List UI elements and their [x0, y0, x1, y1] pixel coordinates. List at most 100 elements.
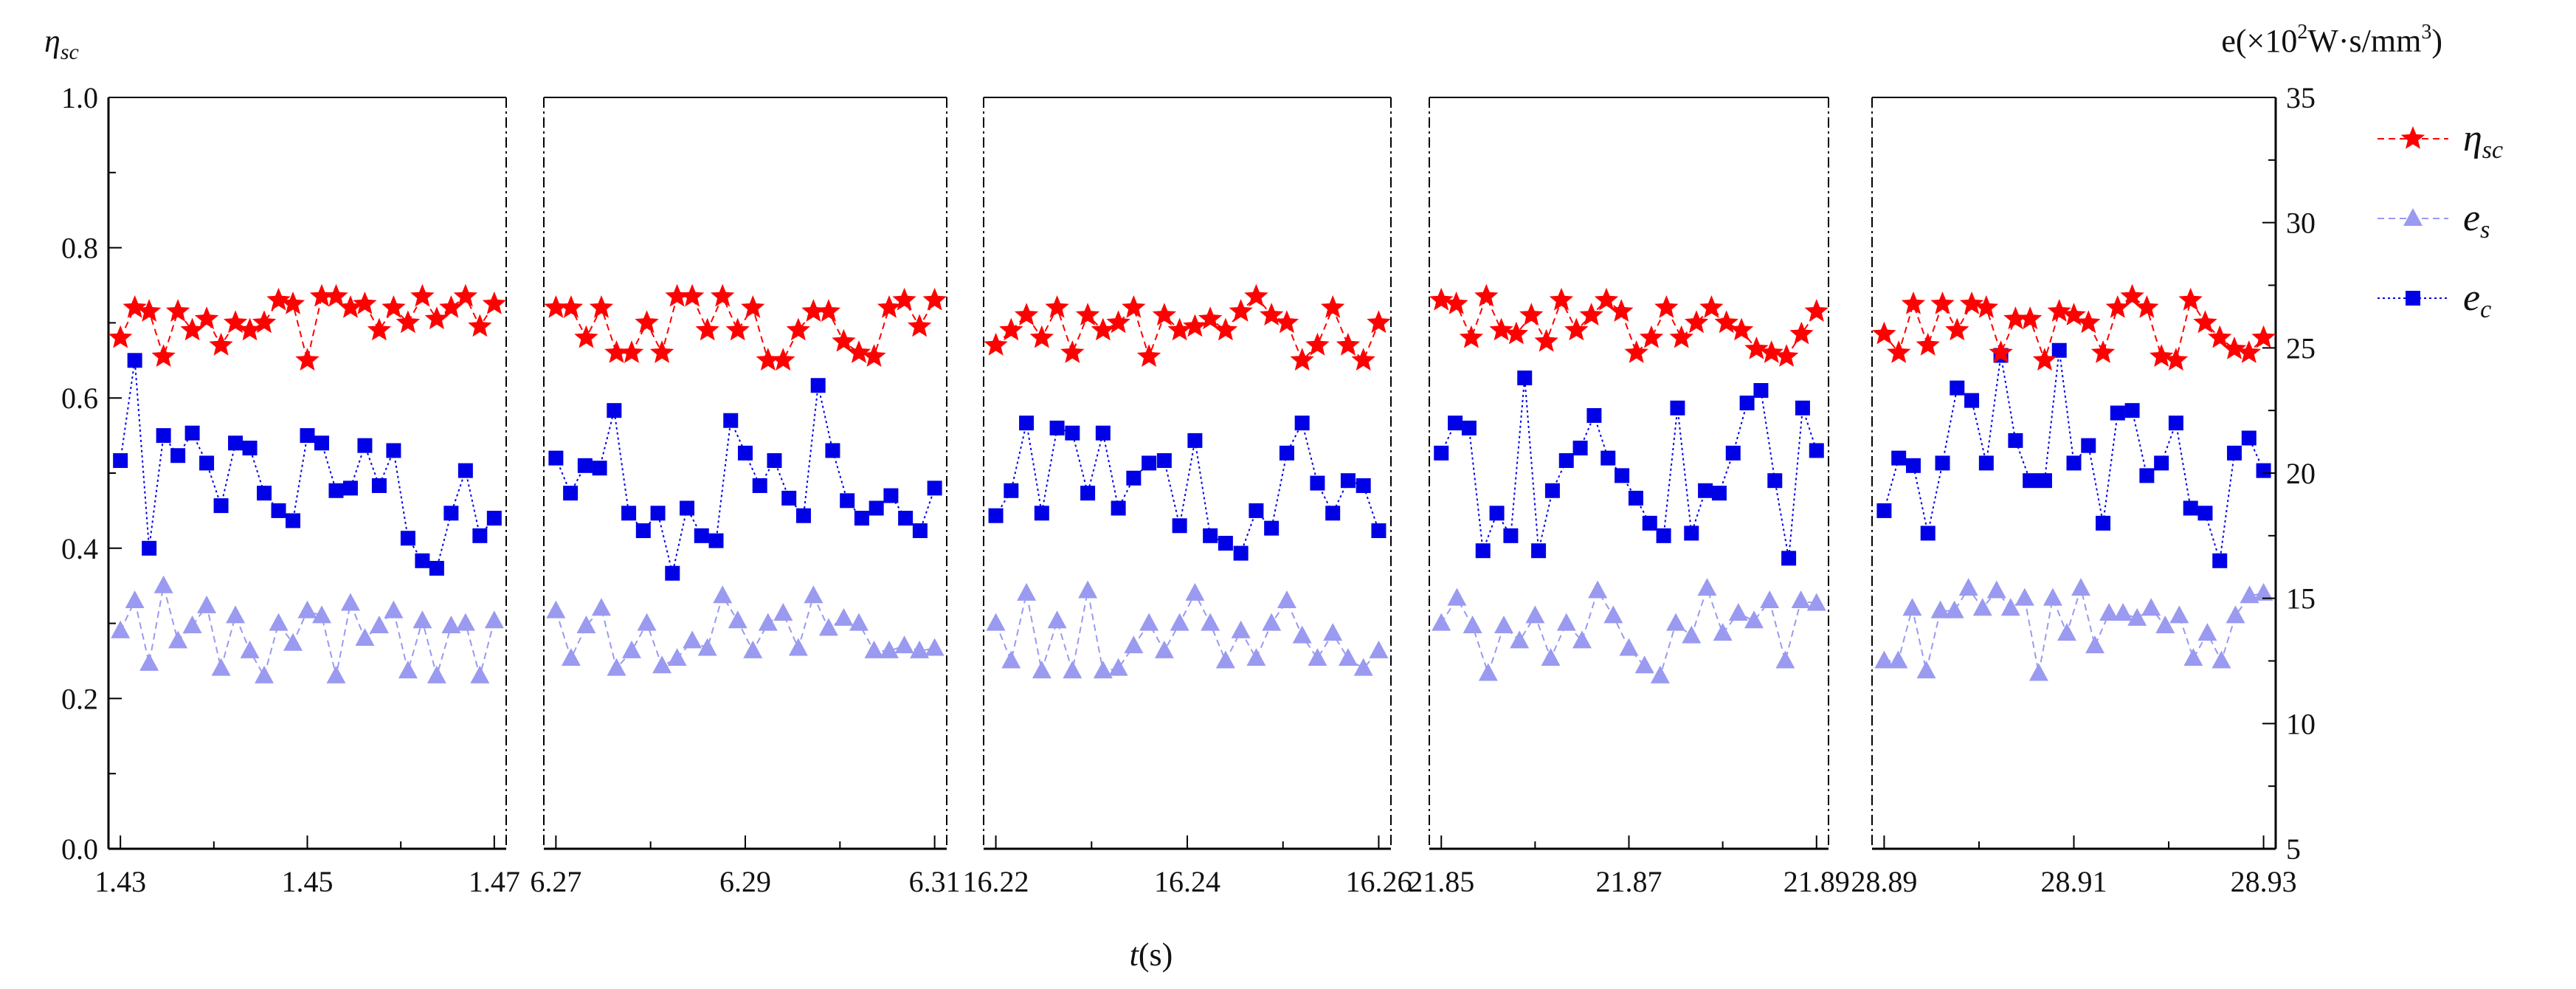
data-point-eta_sc — [2237, 340, 2261, 363]
data-point-eta_sc — [862, 344, 886, 367]
data-point-e_s — [1525, 605, 1545, 624]
data-point-e_s — [269, 613, 289, 631]
data-point-eta_sc — [1901, 292, 1926, 314]
data-point-e_s — [1277, 590, 1296, 609]
data-point-e_s — [894, 635, 914, 654]
data-point-e_s — [1791, 590, 1811, 609]
data-point-e_c — [1156, 453, 1172, 469]
data-point-e_s — [168, 630, 188, 649]
data-point-e_s — [788, 638, 808, 656]
data-point-e_s — [1323, 623, 1343, 641]
data-point-e_s — [1231, 620, 1251, 638]
data-point-e_s — [2127, 607, 2147, 626]
data-point-eta_sc — [771, 348, 795, 371]
data-point-e_c — [1586, 407, 1602, 423]
legend-item-e_c: ec — [2378, 277, 2491, 323]
data-point-e_c — [810, 378, 826, 393]
data-point-e_c — [2096, 515, 2111, 531]
data-point-eta_sc — [1429, 287, 1454, 311]
series-line-e_c — [555, 385, 936, 573]
data-point-e_s — [369, 615, 389, 633]
data-point-e_s — [576, 615, 596, 633]
data-point-e_c — [257, 486, 272, 501]
data-point-eta_sc — [2208, 325, 2232, 348]
data-point-eta_sc — [2105, 295, 2130, 318]
data-point-e_c — [1503, 528, 1519, 543]
data-point-e_c — [2139, 468, 2155, 483]
x-tick-label: 1.45 — [282, 865, 334, 898]
right-tick-label: 5 — [2286, 833, 2301, 866]
data-point-e_c — [1876, 503, 1892, 518]
data-point-e_s — [728, 610, 747, 629]
data-point-e_s — [1078, 580, 1098, 599]
data-point-e_c — [621, 506, 637, 521]
data-point-eta_sc — [1091, 317, 1115, 341]
data-point-e_c — [2110, 405, 2125, 421]
data-point-eta_sc — [367, 317, 392, 341]
data-point-e_c — [386, 443, 401, 458]
left-tick-label: 0.6 — [61, 382, 98, 415]
series-line-e_c — [120, 360, 495, 570]
data-point-e_c — [1978, 455, 1994, 471]
data-point-e_c — [1964, 393, 1980, 408]
data-point-eta_sc — [1075, 303, 1100, 325]
data-point-eta_sc — [1872, 321, 1896, 345]
data-point-e_c — [1739, 395, 1755, 410]
data-point-e_s — [1093, 661, 1113, 679]
data-point-eta_sc — [324, 283, 348, 307]
data-point-e_c — [371, 478, 387, 493]
data-point-eta_sc — [877, 295, 902, 318]
data-point-eta_sc — [1930, 292, 1955, 314]
x-tick-label: 28.91 — [2041, 865, 2107, 898]
data-point-e_s — [398, 661, 418, 679]
data-point-e_c — [342, 480, 358, 496]
data-point-e_c — [927, 480, 942, 496]
data-point-eta_sc — [1519, 303, 1544, 325]
data-point-eta_sc — [1959, 292, 1984, 314]
series-e_c — [1876, 342, 2271, 568]
x-tick-label: 1.47 — [469, 865, 520, 898]
panel-5: 28.89 28.91 28.93 — [1851, 97, 2297, 898]
data-point-e_c — [242, 441, 258, 456]
data-point-e_s — [111, 620, 131, 638]
data-point-e_c — [1371, 523, 1387, 539]
data-point-e_s — [1634, 655, 1654, 674]
data-point-e_s — [2211, 650, 2231, 669]
data-point-eta_sc — [1564, 317, 1589, 341]
data-point-e_s — [1972, 598, 1992, 616]
data-point-e_c — [1264, 520, 1280, 536]
data-point-e_s — [1139, 613, 1159, 631]
data-point-eta_sc — [2193, 310, 2217, 334]
data-point-e_c — [1489, 506, 1505, 521]
data-point-eta_sc — [1654, 295, 1679, 318]
data-point-e_c — [2227, 445, 2242, 461]
x-tick-label: 6.31 — [909, 865, 961, 898]
data-point-e_s — [925, 638, 945, 656]
data-point-eta_sc — [1729, 317, 1754, 341]
data-point-eta_sc — [266, 287, 291, 311]
panel-x-ticks: 16.22 16.24 16.26 — [963, 835, 1412, 898]
data-point-eta_sc — [1459, 325, 1484, 348]
data-point-e_s — [311, 605, 331, 624]
right-axis-label: e(×102W·s/mm3) — [2221, 21, 2442, 59]
data-point-e_s — [1541, 648, 1561, 666]
right-tick-label: 20 — [2286, 457, 2316, 490]
data-point-e_c — [213, 498, 229, 514]
data-point-eta_sc — [649, 340, 674, 363]
data-point-e_c — [869, 500, 884, 516]
data-point-e_s — [2183, 648, 2203, 666]
data-point-eta_sc — [1639, 325, 1664, 348]
data-point-e_s — [2014, 587, 2034, 606]
data-point-e_s — [1588, 580, 1608, 599]
data-point-e_s — [484, 610, 504, 629]
data-point-e_c — [883, 488, 899, 503]
data-point-e_s — [1916, 661, 1936, 679]
data-point-eta_sc — [1213, 317, 1238, 341]
data-point-eta_sc — [892, 287, 916, 311]
data-point-e_s — [1888, 650, 1908, 669]
data-point-eta_sc — [786, 317, 810, 341]
data-point-eta_sc — [453, 283, 477, 307]
data-point-eta_sc — [1336, 332, 1361, 356]
data-point-eta_sc — [711, 283, 735, 307]
